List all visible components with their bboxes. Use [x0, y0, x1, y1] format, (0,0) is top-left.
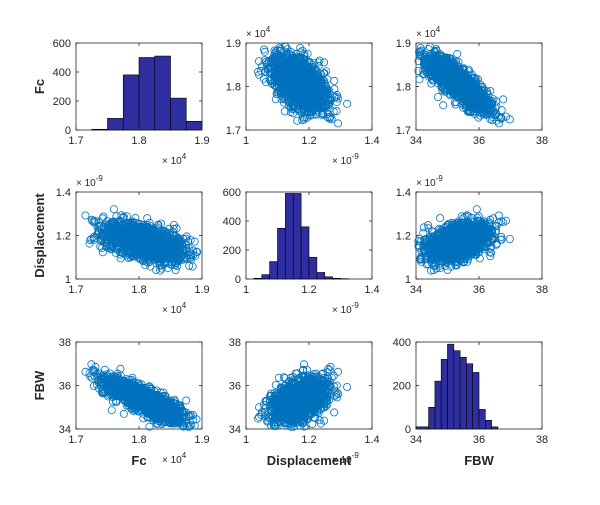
histogram-bar [293, 193, 301, 279]
y-tick-label: 1.7 [396, 125, 411, 137]
x-tick-label: 1.2 [301, 284, 316, 296]
histogram-bar [333, 278, 341, 279]
x-tick-label: 1.9 [194, 284, 209, 296]
x-tick-label: 1.4 [364, 135, 379, 147]
histogram-bar [309, 257, 317, 279]
histogram-bar [139, 58, 155, 131]
x-tick-label: 38 [536, 135, 548, 147]
histogram-bar [171, 98, 187, 130]
x-tick-label: 1.8 [131, 284, 146, 296]
x-tick-label: 1.7 [68, 135, 83, 147]
x-exponent-label: × 104 [162, 301, 187, 316]
x-tick-label: 1.4 [364, 284, 379, 296]
y-count-tick-label: 400 [223, 216, 241, 228]
x-tick-label: 36 [473, 135, 485, 147]
y-tick-label: 1.8 [226, 82, 241, 94]
histogram-bar [108, 118, 124, 130]
y-exponent-label: × 104 [246, 25, 271, 40]
y-exponent-label: × 104 [416, 25, 441, 40]
histogram-bar [285, 193, 293, 279]
x-tick-label: 1 [243, 284, 249, 296]
y-tick-label: 1.9 [396, 38, 411, 50]
y-count-tick-label: 0 [235, 274, 241, 286]
histogram-bar [262, 275, 270, 279]
y-exponent-label: × 10-9 [76, 174, 103, 189]
histogram-bar [92, 129, 108, 130]
y-tick-label: 1.9 [226, 38, 241, 50]
y-count-tick-label: 400 [53, 67, 71, 79]
y-tick-label: 1.2 [56, 231, 71, 243]
histogram-bar [155, 56, 171, 130]
histogram-bar [186, 121, 202, 130]
y-count-tick-label: 600 [53, 38, 71, 50]
histogram-bar [317, 272, 325, 279]
y-tick-label: 1.4 [56, 187, 71, 199]
y-count-tick-label: 200 [223, 245, 241, 257]
x-tick-label: 1.2 [301, 135, 316, 147]
y-count-tick-label: 200 [53, 96, 71, 108]
histogram-bar [301, 227, 309, 279]
x-tick-label: 1 [243, 135, 249, 147]
histogram-bar [123, 75, 139, 130]
histogram-bar [270, 262, 278, 279]
x-tick-label: 1.7 [68, 284, 83, 296]
x-exponent-label: × 10-9 [332, 152, 359, 167]
x-exponent-label: × 104 [162, 152, 187, 167]
x-tick-label: 34 [410, 135, 422, 147]
x-tick-label: 1.8 [131, 135, 146, 147]
y-tick-label: 1.7 [226, 125, 241, 137]
histogram-bar [278, 228, 286, 279]
histogram-bar [254, 278, 262, 279]
y-count-tick-label: 600 [223, 187, 241, 199]
histogram-bar [325, 277, 333, 279]
x-tick-label: 1.9 [194, 135, 209, 147]
y-tick-label: 1.8 [396, 82, 411, 94]
x-exponent-label: × 10-9 [332, 301, 359, 316]
